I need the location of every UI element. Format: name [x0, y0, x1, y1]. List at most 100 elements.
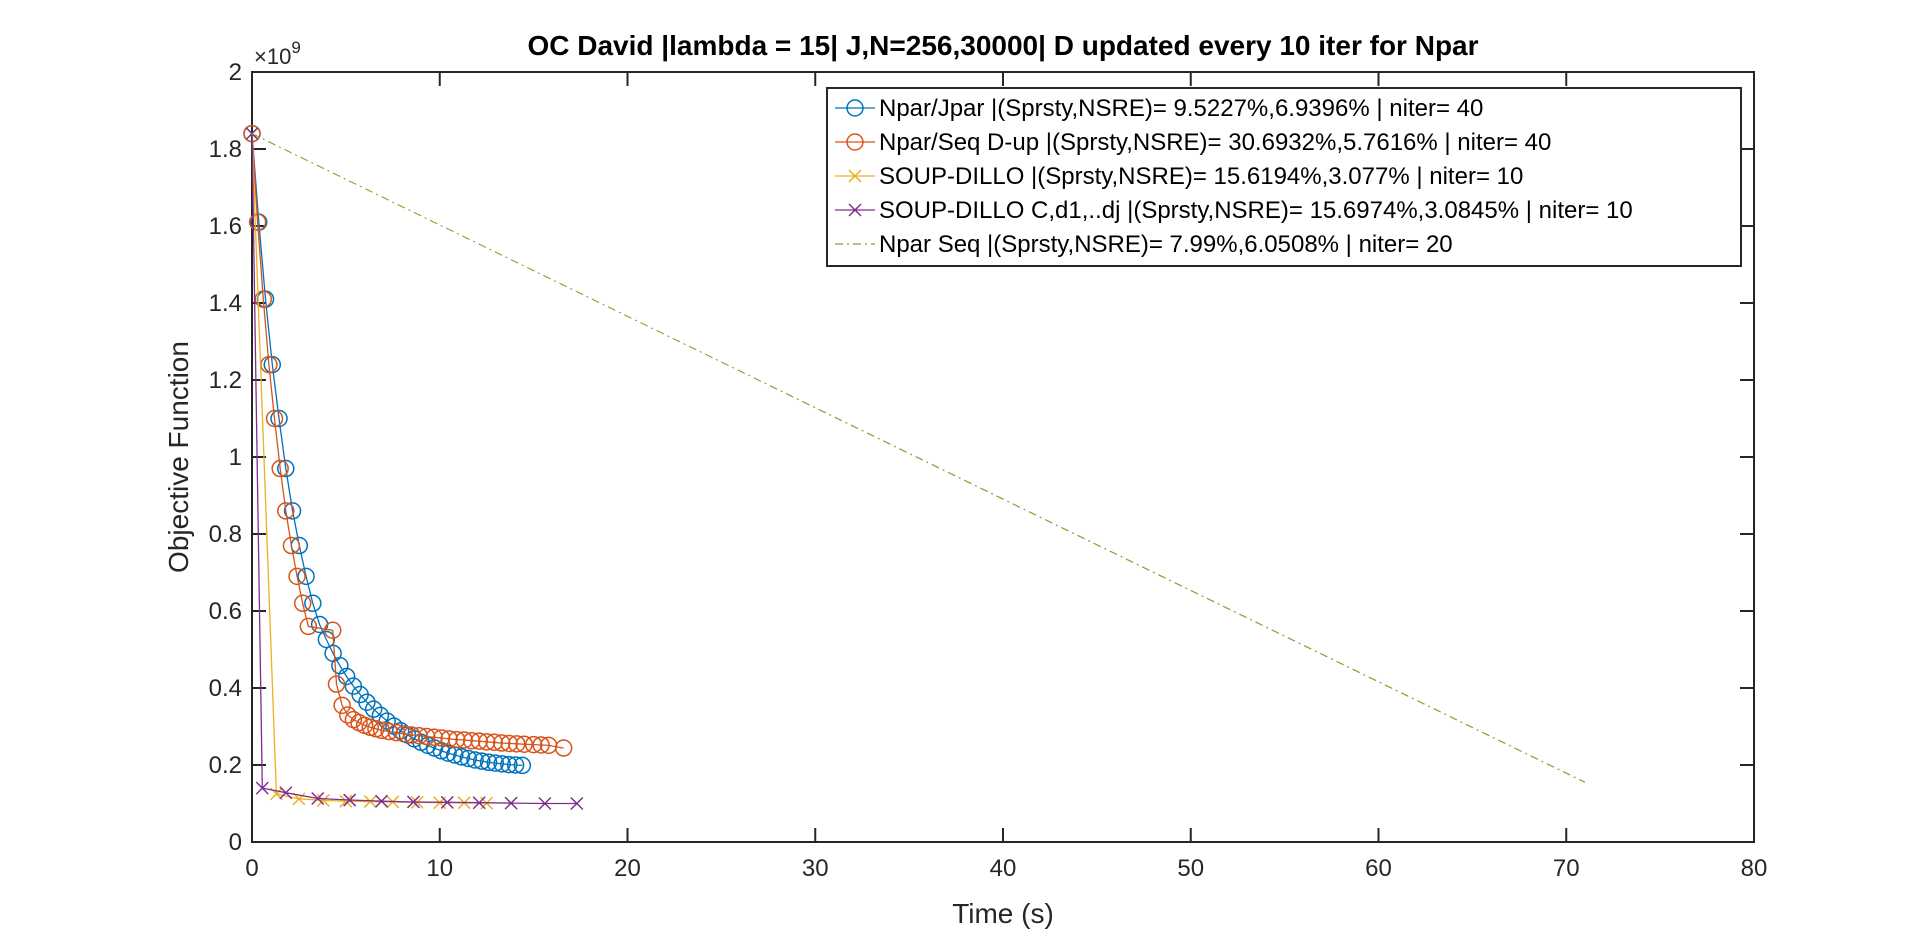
- data-point: [297, 567, 315, 586]
- y-tick-label: 1.4: [209, 290, 242, 317]
- y-axis: 0 0.2 0.4 0.6 0.8 1 1.2 1.4 1.6 1.8 2: [209, 59, 1754, 856]
- data-point: [425, 728, 443, 747]
- data-point: [375, 794, 389, 808]
- data-point: [447, 730, 466, 749]
- y-tick-label: 0.2: [209, 752, 242, 779]
- data-point: [554, 739, 573, 757]
- data-point: [402, 726, 421, 744]
- y-tick-label: 0: [229, 829, 242, 856]
- y-exponent-base: ×10: [254, 44, 291, 69]
- legend-entry: SOUP-DILLO |(Sprsty,NSRE)= 15.6194%,3.07…: [835, 163, 1523, 190]
- data-point: [317, 630, 336, 649]
- data-point: [500, 755, 518, 774]
- data-point: [507, 735, 526, 753]
- x-tick-label: 50: [1177, 855, 1204, 882]
- data-point: [339, 794, 353, 808]
- data-point: [358, 693, 376, 711]
- series-3: [245, 127, 584, 811]
- data-point: [439, 744, 457, 762]
- data-point: [462, 731, 481, 750]
- x-tick-label: 0: [245, 855, 258, 882]
- y-exponent-power: 9: [291, 38, 300, 57]
- legend-entry: SOUP-DILLO C,d1,..dj |(Sprsty,NSRE)= 15.…: [835, 197, 1633, 224]
- y-tick-label: 2: [229, 59, 242, 86]
- legend-marker: [848, 203, 862, 217]
- data-point: [323, 621, 342, 639]
- data-point: [282, 536, 301, 555]
- data-point: [440, 795, 454, 809]
- chart-title: OC David |lambda = 15| J,N=256,30000| D …: [527, 30, 1478, 61]
- data-point: [570, 796, 584, 811]
- data-point: [473, 752, 491, 770]
- x-tick-label: 10: [426, 855, 453, 882]
- legend-marker: [846, 99, 864, 117]
- y-axis-label: Objective Function: [163, 341, 194, 573]
- series-line: [251, 133, 1586, 783]
- data-point: [515, 735, 533, 753]
- x-tick-label: 70: [1553, 855, 1580, 882]
- legend-box: [826, 87, 1742, 267]
- y-tick-label: 0.6: [209, 598, 242, 625]
- data-point: [538, 796, 552, 811]
- y-tick-label: 1.8: [209, 136, 242, 163]
- data-point: [279, 786, 293, 800]
- y-tick-label: 0.4: [209, 675, 242, 702]
- data-point: [254, 290, 273, 308]
- data-point: [459, 749, 478, 768]
- legend-marker: [846, 133, 864, 151]
- y-tick-label: 1.2: [209, 367, 242, 394]
- legend: Npar/Jpar |(Sprsty,NSRE)= 9.5227%,6.9396…: [826, 87, 1742, 267]
- legend-label: Npar/Seq D-up |(Sprsty,NSRE)= 30.6932%,5…: [879, 129, 1551, 156]
- data-point: [299, 617, 318, 636]
- y-tick-label: 1.6: [209, 213, 242, 240]
- legend-label: SOUP-DILLO C,d1,..dj |(Sprsty,NSRE)= 15.…: [879, 197, 1633, 224]
- data-point: [277, 502, 295, 520]
- x-axis: 0 10 20 30 40 50 60 70 80: [245, 72, 1767, 882]
- data-point: [485, 733, 503, 752]
- data-point: [432, 729, 451, 747]
- data-point: [327, 675, 346, 693]
- series-4: [251, 133, 1586, 783]
- y-tick-label: 1: [229, 444, 242, 471]
- data-point: [504, 796, 518, 810]
- data-point: [417, 727, 436, 746]
- x-tick-label: 20: [614, 855, 641, 882]
- data-point: [506, 756, 525, 774]
- series-line: [251, 133, 564, 749]
- data-point: [364, 700, 383, 718]
- data-point: [472, 796, 486, 810]
- data-point: [532, 736, 550, 754]
- data-point: [255, 781, 269, 795]
- data-point: [363, 795, 377, 809]
- data-point: [406, 795, 420, 809]
- data-point: [311, 791, 325, 806]
- legend-entry: Npar/Seq D-up |(Sprsty,NSRE)= 30.6932%,5…: [835, 129, 1551, 156]
- legend-label: Npar Seq |(Sprsty,NSRE)= 7.99%,6.0508% |…: [879, 231, 1453, 258]
- data-point: [410, 726, 428, 745]
- data-point: [455, 731, 473, 749]
- data-point: [486, 754, 505, 772]
- x-tick-label: 40: [990, 855, 1017, 882]
- data-point: [293, 594, 312, 613]
- legend-label: Npar/Jpar |(Sprsty,NSRE)= 9.5227%,6.9396…: [879, 95, 1483, 122]
- x-tick-label: 60: [1365, 855, 1392, 882]
- data-point: [277, 459, 295, 478]
- data-point: [492, 734, 511, 752]
- legend-marker: [848, 169, 862, 183]
- data-point: [440, 730, 458, 748]
- legend-entry: Npar/Jpar |(Sprsty,NSRE)= 9.5227%,6.9396…: [835, 95, 1483, 122]
- y-axis-exponent: ×109: [254, 38, 301, 69]
- data-point: [466, 751, 484, 769]
- data-point: [270, 409, 288, 428]
- series-layer: [243, 124, 1586, 811]
- data-point: [477, 733, 496, 751]
- data-point: [493, 755, 511, 773]
- x-tick-label: 80: [1741, 855, 1768, 882]
- data-point: [343, 793, 357, 807]
- legend-label: SOUP-DILLO |(Sprsty,NSRE)= 15.6194%,3.07…: [879, 163, 1523, 190]
- data-point: [470, 732, 488, 750]
- data-point: [283, 502, 302, 520]
- data-point: [452, 748, 471, 766]
- data-point: [500, 734, 518, 753]
